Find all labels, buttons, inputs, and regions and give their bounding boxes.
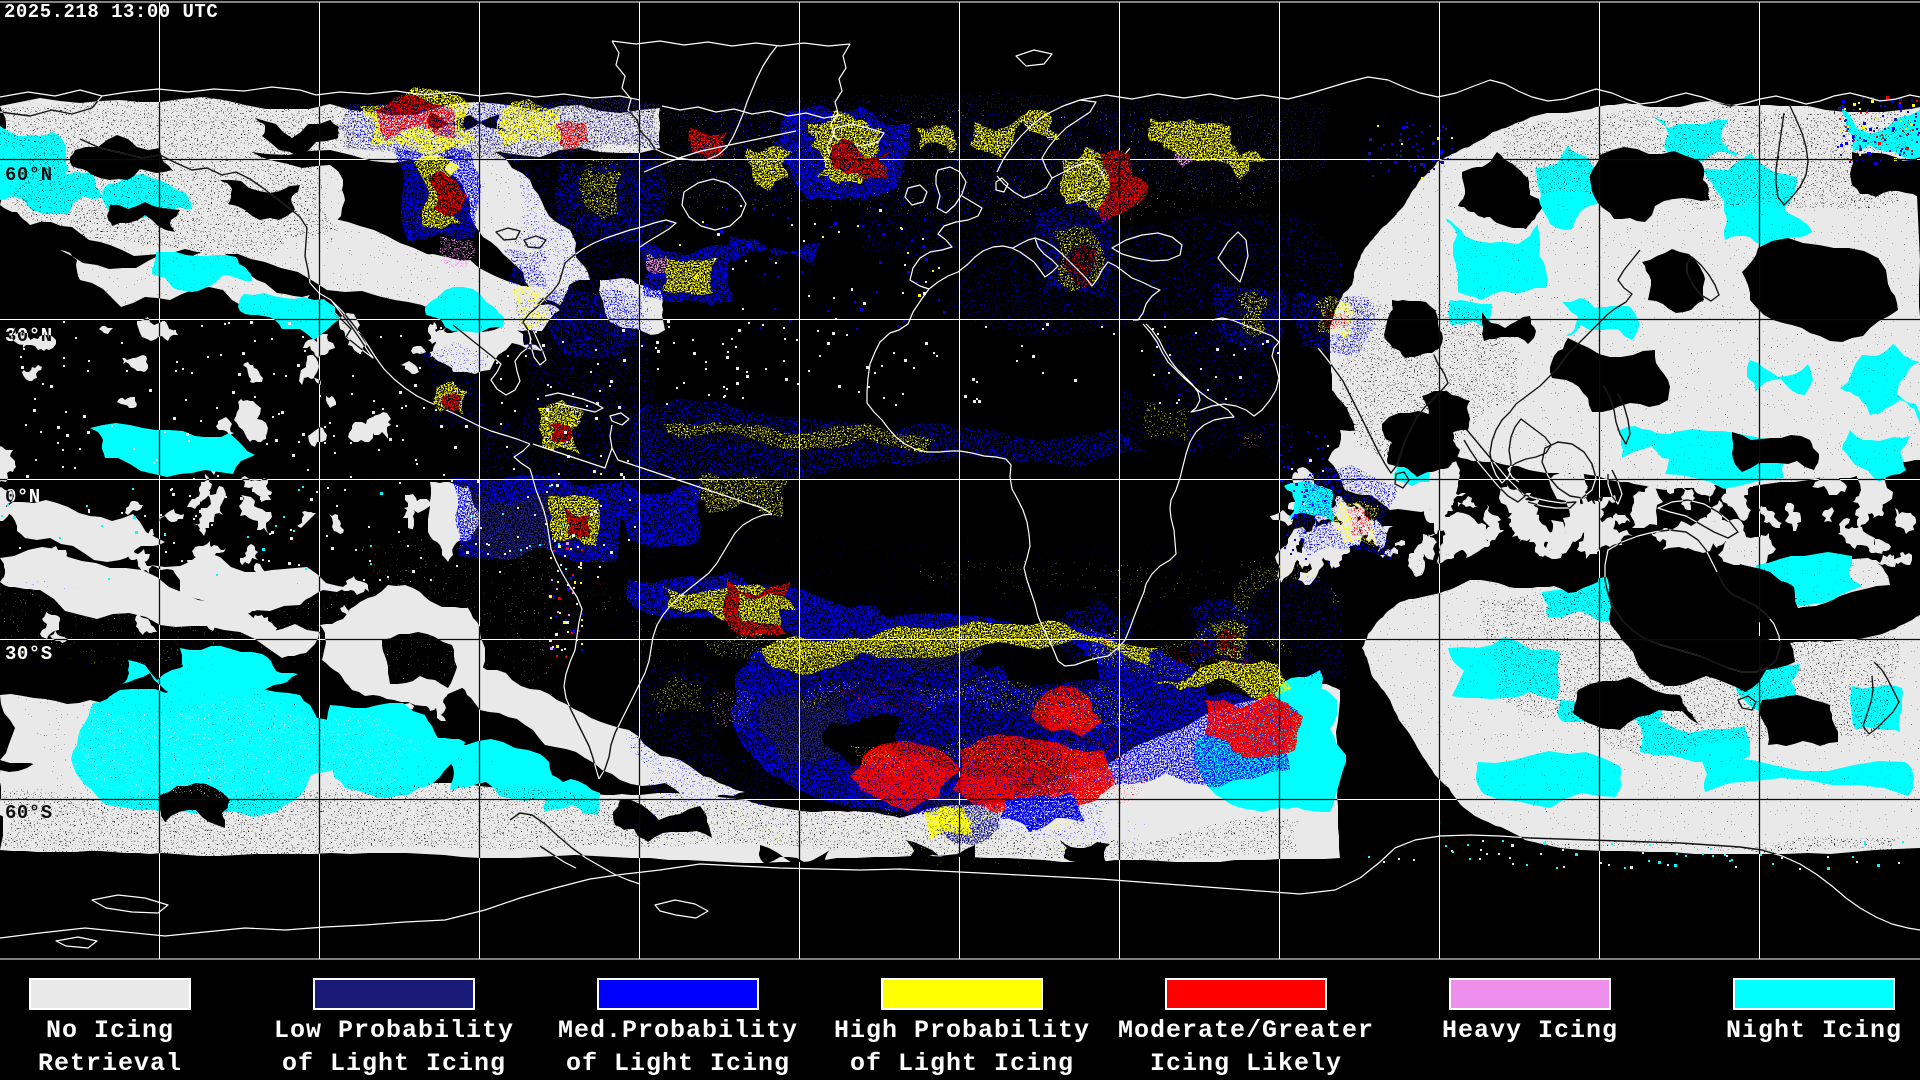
svg-text:60°N: 60°N — [5, 164, 53, 186]
svg-text:0°N: 0°N — [5, 486, 41, 508]
svg-text:60°S: 60°S — [5, 802, 53, 824]
svg-text:30°N: 30°N — [5, 325, 53, 347]
svg-text:60°N: 60°N — [5, 164, 53, 186]
svg-text:2025.218 13:00 UTC: 2025.218 13:00 UTC — [4, 1, 218, 23]
svg-text:60°S: 60°S — [5, 802, 53, 824]
svg-text:30°S: 30°S — [5, 643, 53, 665]
